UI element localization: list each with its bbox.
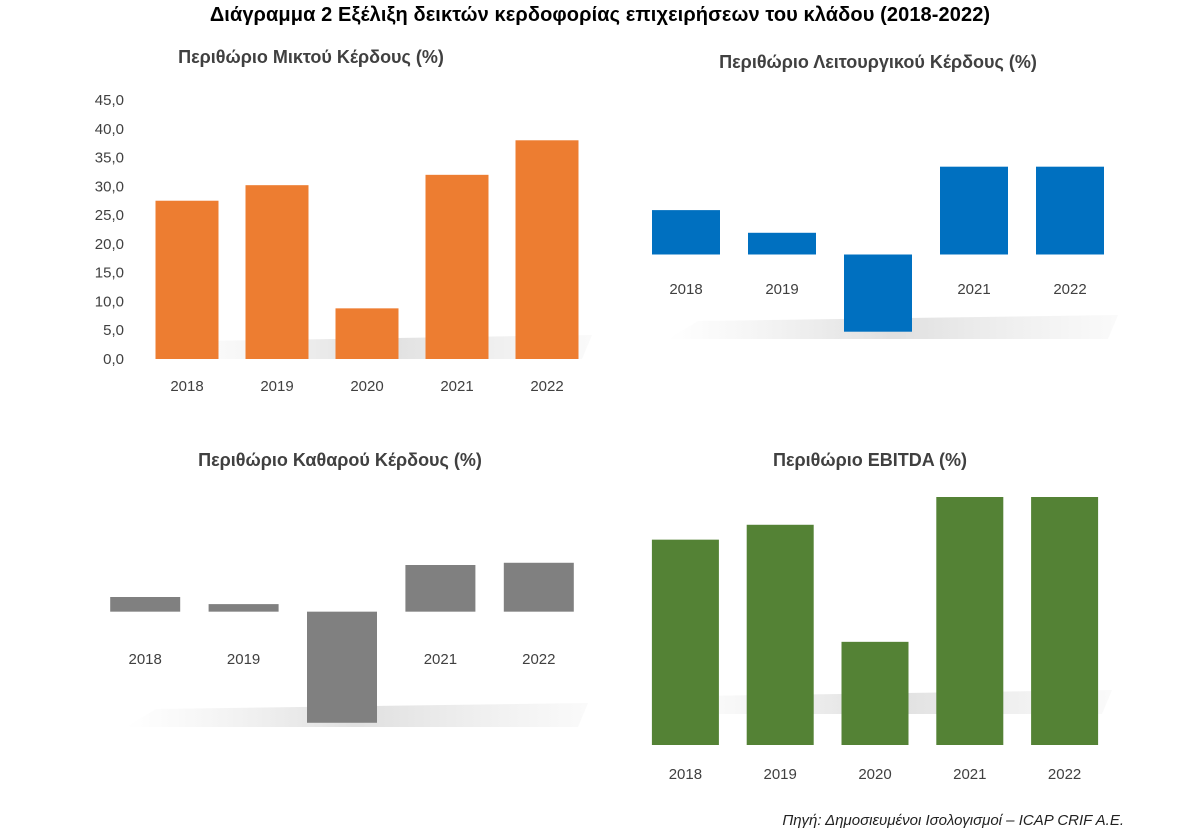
y-tick-label: 10,0 [95,293,124,310]
x-tick-label: 2021 [424,651,457,668]
x-tick-label: 2019 [765,281,798,298]
x-tick-label: 2020 [350,378,383,395]
bar [335,308,399,359]
bar [110,597,181,612]
x-tick-label: 2018 [129,651,162,668]
source-note: Πηγή: Δημοσιευμένοι Ισολογισμοί – ICAP C… [782,812,1124,829]
x-tick-label: 2022 [1053,281,1086,298]
bar [652,210,720,255]
bar [651,539,719,745]
bar [208,604,279,612]
y-tick-label: 20,0 [95,236,124,253]
bar [748,232,816,255]
chart-title-gross-margin: Περιθώριο Μικτού Κέρδους (%) [178,47,444,67]
y-tick-label: 0,0 [103,351,124,368]
x-tick-label: 2019 [260,378,293,395]
bar [1031,497,1099,745]
chart-title-operating-margin: Περιθώριο Λειτουργικού Κέρδους (%) [719,52,1037,72]
x-tick-label: 2022 [522,651,555,668]
bar [425,174,489,359]
bar [307,611,377,723]
bar [940,166,1008,255]
chart-title-ebitda-margin: Περιθώριο EBITDA (%) [772,450,968,470]
x-tick-label: 2022 [530,378,563,395]
bar [936,497,1004,745]
x-tick-label: 2022 [1048,766,1081,783]
y-tick-label: 5,0 [103,322,124,339]
y-tick-label: 15,0 [95,265,124,282]
bar [1036,166,1104,255]
x-tick-label: 2021 [957,281,990,298]
bar [155,200,219,359]
bar [841,641,909,745]
bar [245,185,309,359]
bar [405,565,476,612]
chart-title-net-margin: Περιθώριο Καθαρού Κέρδους (%) [198,450,482,470]
y-tick-label: 35,0 [95,150,124,167]
y-tick-label: 30,0 [95,178,124,195]
x-tick-label: 2021 [953,766,986,783]
y-tick-label: 40,0 [95,121,124,138]
x-tick-label: 2018 [669,281,702,298]
bar [746,524,814,745]
y-tick-label: 45,0 [95,92,124,109]
x-tick-label: 2019 [227,651,260,668]
x-tick-label: 2018 [669,766,702,783]
x-tick-label: 2021 [440,378,473,395]
bar [503,562,574,612]
x-tick-label: 2019 [764,766,797,783]
bar [515,140,579,359]
x-tick-label: 2020 [858,766,891,783]
y-tick-label: 25,0 [95,207,124,224]
x-tick-label: 2018 [170,378,203,395]
figure-title: Διάγραμμα 2 Εξέλιξη δεικτών κερδοφορίας … [209,4,991,26]
bar [844,254,912,332]
